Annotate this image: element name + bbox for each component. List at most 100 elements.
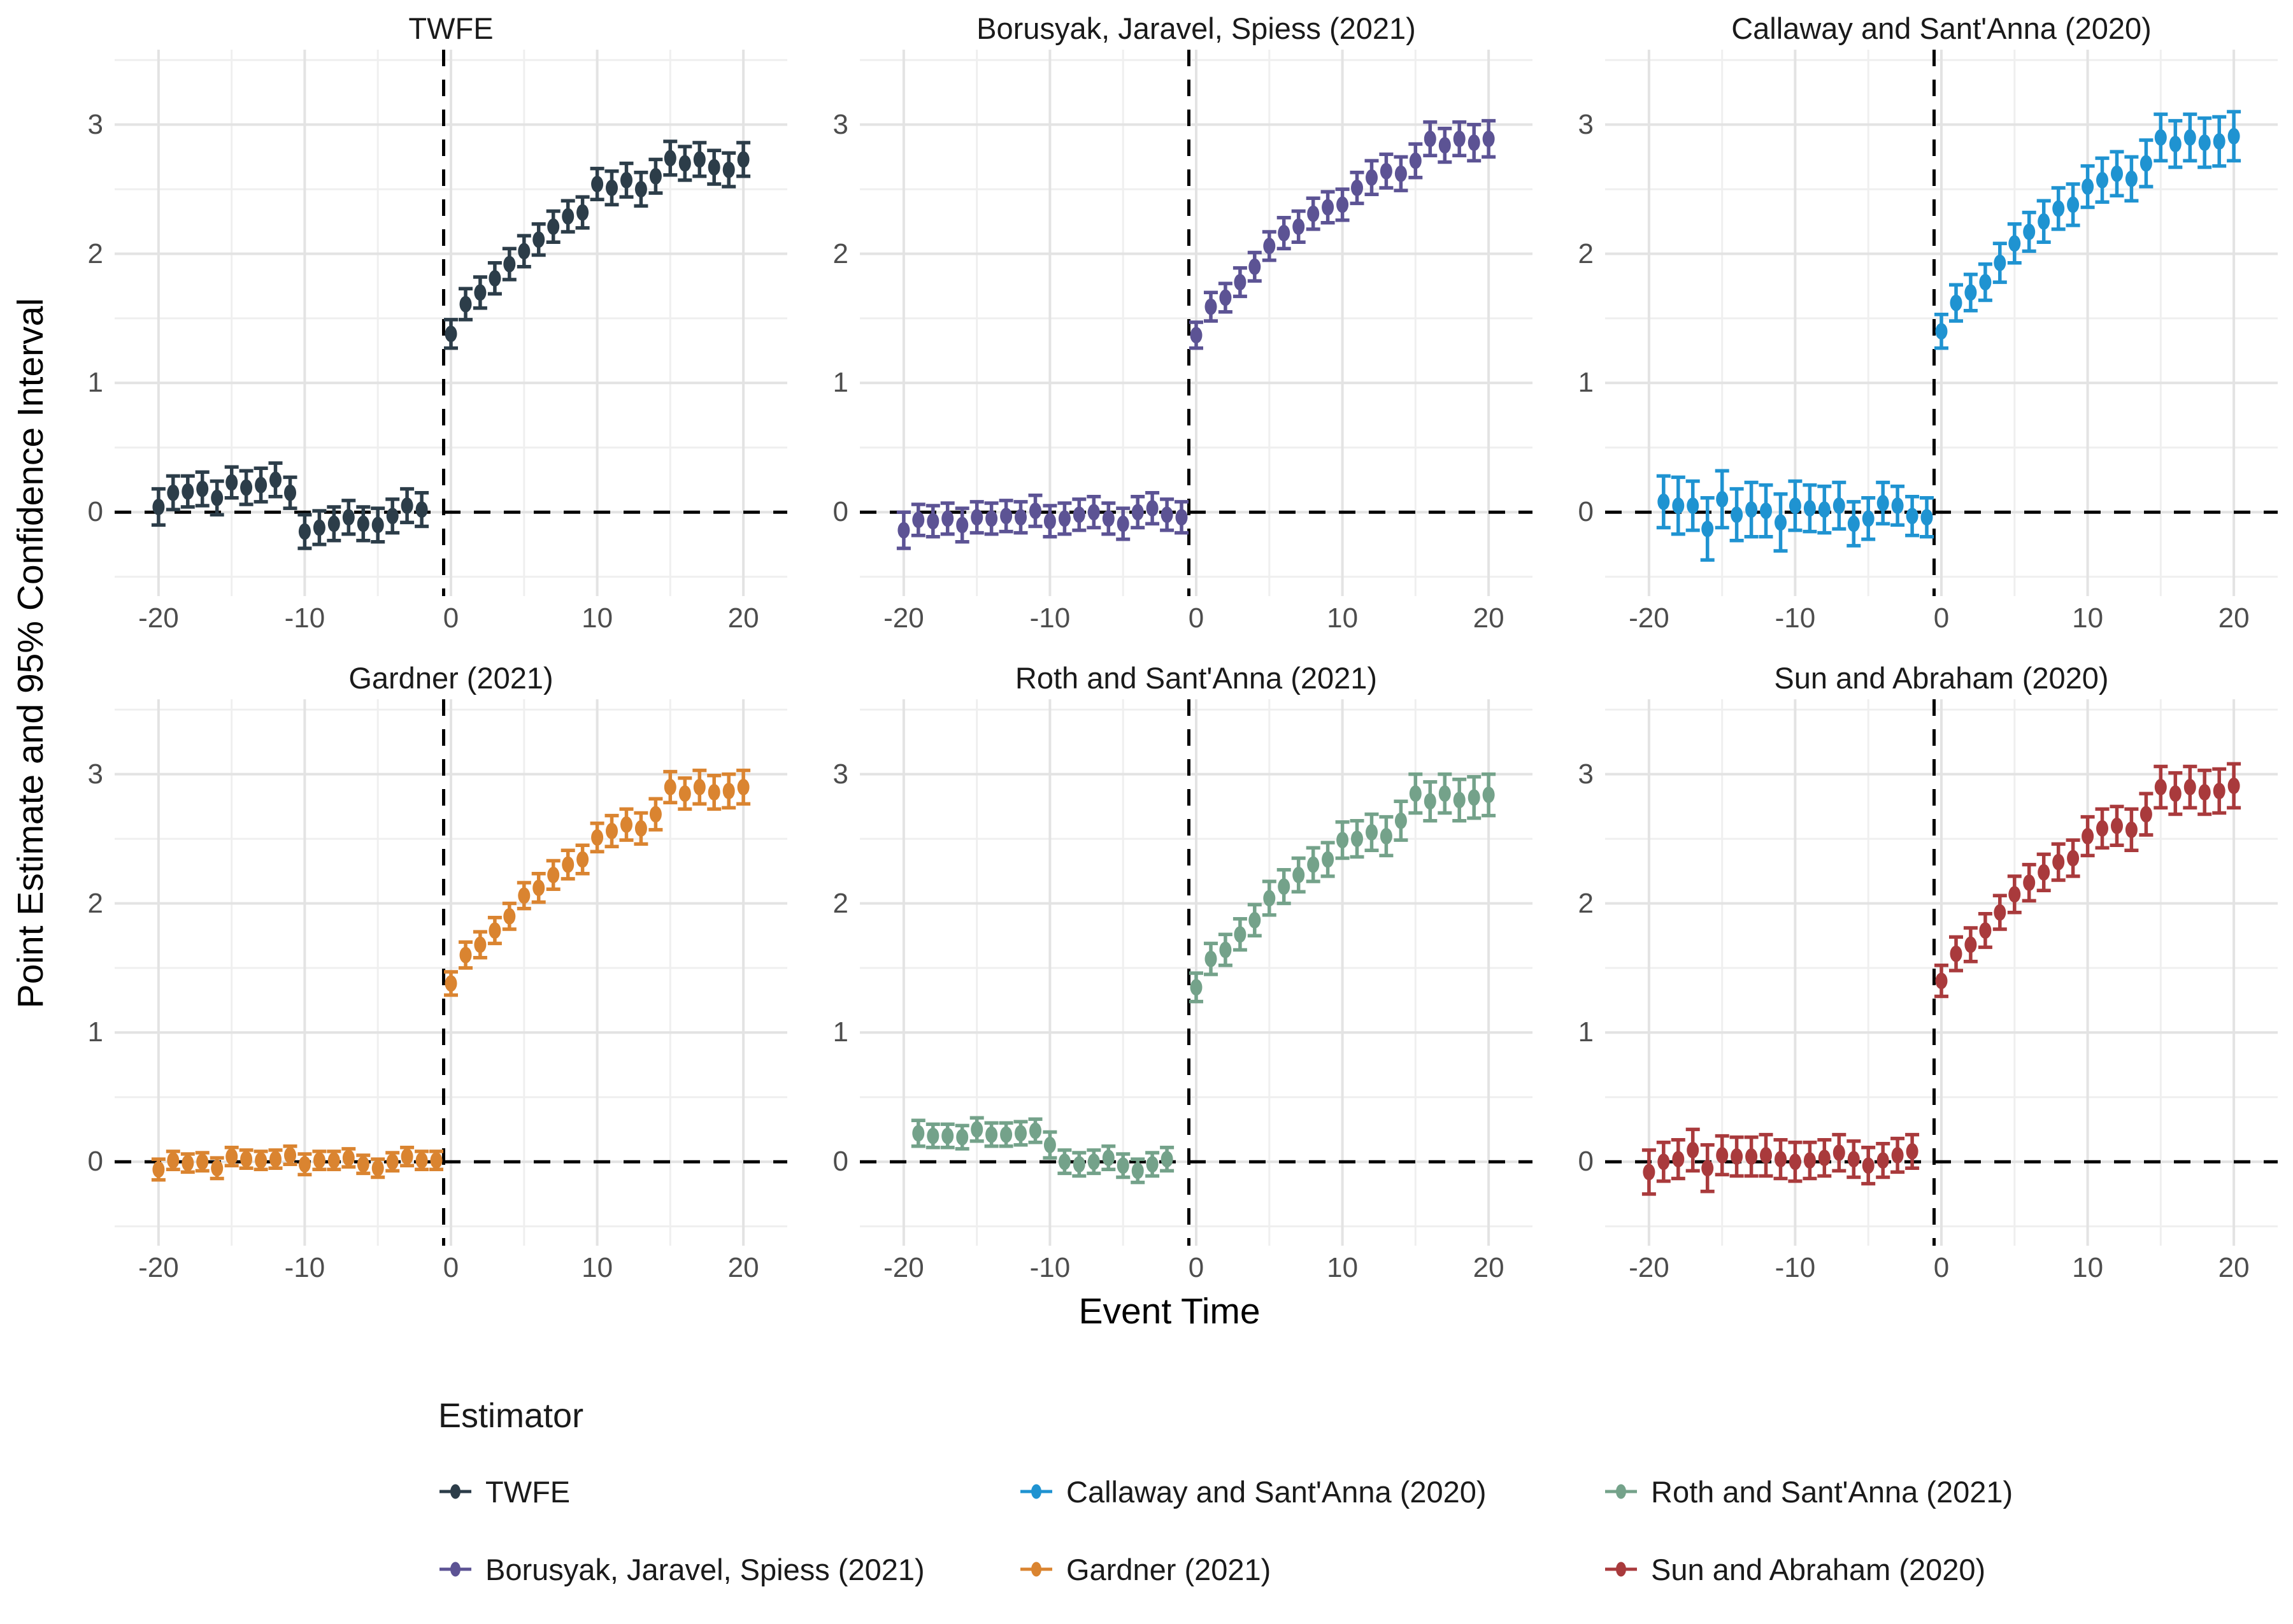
pointrange	[1043, 1130, 1057, 1160]
x-tick-labels: -20 -10 0 10 20	[1605, 596, 2278, 634]
pointrange	[2154, 764, 2168, 810]
pointrange	[925, 1122, 940, 1150]
y-tick-label: 1	[87, 1016, 103, 1048]
pointrange	[1145, 490, 1160, 526]
pointrange	[648, 797, 663, 832]
pointrange	[1978, 262, 1992, 303]
y-axis-title-text: Point Estimate and 95% Confidence Interv…	[10, 298, 51, 1009]
facet-panel-3: Gardner (2021) 0 1 2 3 -20 -10 0 10 20	[61, 660, 787, 1284]
pointrange	[999, 1121, 1013, 1148]
pointrange	[268, 1148, 283, 1171]
y-tick-label: 2	[1578, 238, 1594, 269]
pointrange	[180, 474, 195, 509]
pointrange	[736, 768, 751, 806]
pointrange	[1876, 480, 1890, 526]
y-tick-label: 0	[87, 496, 103, 528]
pointrange-key-icon	[1605, 1562, 1637, 1577]
facet-title: Callaway and Sant'Anna (2020)	[1731, 11, 2152, 45]
pointrange	[1087, 495, 1101, 530]
x-axis-title: Event Time	[1078, 1291, 1261, 1332]
y-tick-label: 3	[87, 108, 103, 140]
pointrange	[1101, 501, 1116, 536]
pointrange-key-icon	[1020, 1484, 1052, 1499]
facet-body: 0 1 2 3	[1552, 699, 2278, 1246]
pointrange	[1978, 911, 1992, 950]
pointrange	[210, 1156, 224, 1181]
pointrange	[1656, 1140, 1671, 1183]
pointrange	[1189, 971, 1203, 1004]
pointrange	[2139, 792, 2154, 837]
pointrange	[1101, 1144, 1116, 1172]
pointrange	[487, 260, 502, 296]
pointrange	[1656, 474, 1671, 530]
legend-item: Roth and Sant'Anna (2021)	[1604, 1469, 2278, 1514]
pointrange	[1043, 504, 1057, 539]
pointrange	[1949, 935, 1963, 972]
pointrange	[2139, 138, 2154, 189]
x-tick-label: 10	[2072, 602, 2104, 634]
pointrange	[1803, 1140, 1817, 1181]
pointrange	[2197, 768, 2212, 816]
facet-panel-4: Roth and Sant'Anna (2021) 0 1 2 3 -20 -10 0 10 20	[806, 660, 1532, 1284]
pointrange	[634, 811, 648, 846]
facet-plot	[115, 699, 787, 1246]
x-tick-label: 20	[727, 1252, 759, 1283]
pointrange	[415, 490, 429, 529]
pointrange	[1408, 142, 1423, 180]
x-tick-label: 10	[1327, 602, 1359, 634]
pointrange	[2051, 186, 2066, 231]
pointrange	[1992, 241, 2007, 284]
pointrange	[1729, 487, 1744, 543]
pointrange	[1452, 778, 1467, 823]
y-tick-label: 0	[832, 496, 848, 528]
x-tick-label: 20	[1473, 1252, 1504, 1283]
facet-plot	[1605, 699, 2278, 1246]
facet-title: TWFE	[408, 11, 494, 45]
pointrange	[502, 901, 517, 931]
pointrange	[2124, 155, 2139, 203]
x-tick-label: -10	[1029, 1252, 1071, 1283]
pointrange	[473, 275, 487, 310]
pointrange	[1276, 215, 1291, 251]
pointrange	[385, 497, 400, 535]
pointrange	[1232, 917, 1247, 952]
pointrange	[1773, 492, 1788, 553]
pointrange	[1905, 495, 1920, 538]
pointrange	[327, 505, 341, 543]
pointrange	[1438, 126, 1452, 164]
pointrange	[1467, 122, 1482, 163]
pointrange	[1803, 483, 1817, 534]
y-tick-labels: 0 1 2 3	[806, 699, 860, 1246]
x-tick-label: -20	[138, 602, 179, 634]
pointrange	[1482, 118, 1496, 159]
y-tick-label: 1	[87, 367, 103, 399]
pointrange	[1160, 497, 1175, 532]
x-tick-label: 20	[727, 602, 759, 634]
pointrange	[341, 1147, 356, 1169]
pointrange	[166, 474, 180, 511]
pointrange	[254, 466, 268, 504]
y-tick-labels: 0 1 2 3	[61, 699, 115, 1246]
pointrange	[1423, 780, 1438, 823]
facet-plot	[1605, 50, 2278, 596]
pointrange	[1671, 475, 1685, 536]
pointrange	[151, 487, 166, 527]
pointrange-key-icon	[439, 1562, 471, 1577]
pointrange	[2036, 852, 2051, 892]
facet-body: 0 1 2 3	[61, 699, 787, 1246]
pointrange	[1715, 469, 1729, 530]
pointrange	[195, 1151, 210, 1173]
pointrange	[531, 222, 546, 257]
pointrange	[1876, 1142, 1890, 1179]
pointrange	[722, 151, 736, 189]
pointrange	[1320, 190, 1335, 225]
legend: Estimator TWFE Callaway and Sant'Anna (20…	[438, 1396, 2278, 1592]
pointrange	[1744, 1135, 1759, 1178]
x-tick-label: 0	[1933, 602, 1950, 634]
pointrange	[1394, 155, 1408, 192]
pointrange	[2095, 807, 2110, 850]
pointrange	[1218, 281, 1232, 314]
pointrange	[1364, 812, 1379, 853]
